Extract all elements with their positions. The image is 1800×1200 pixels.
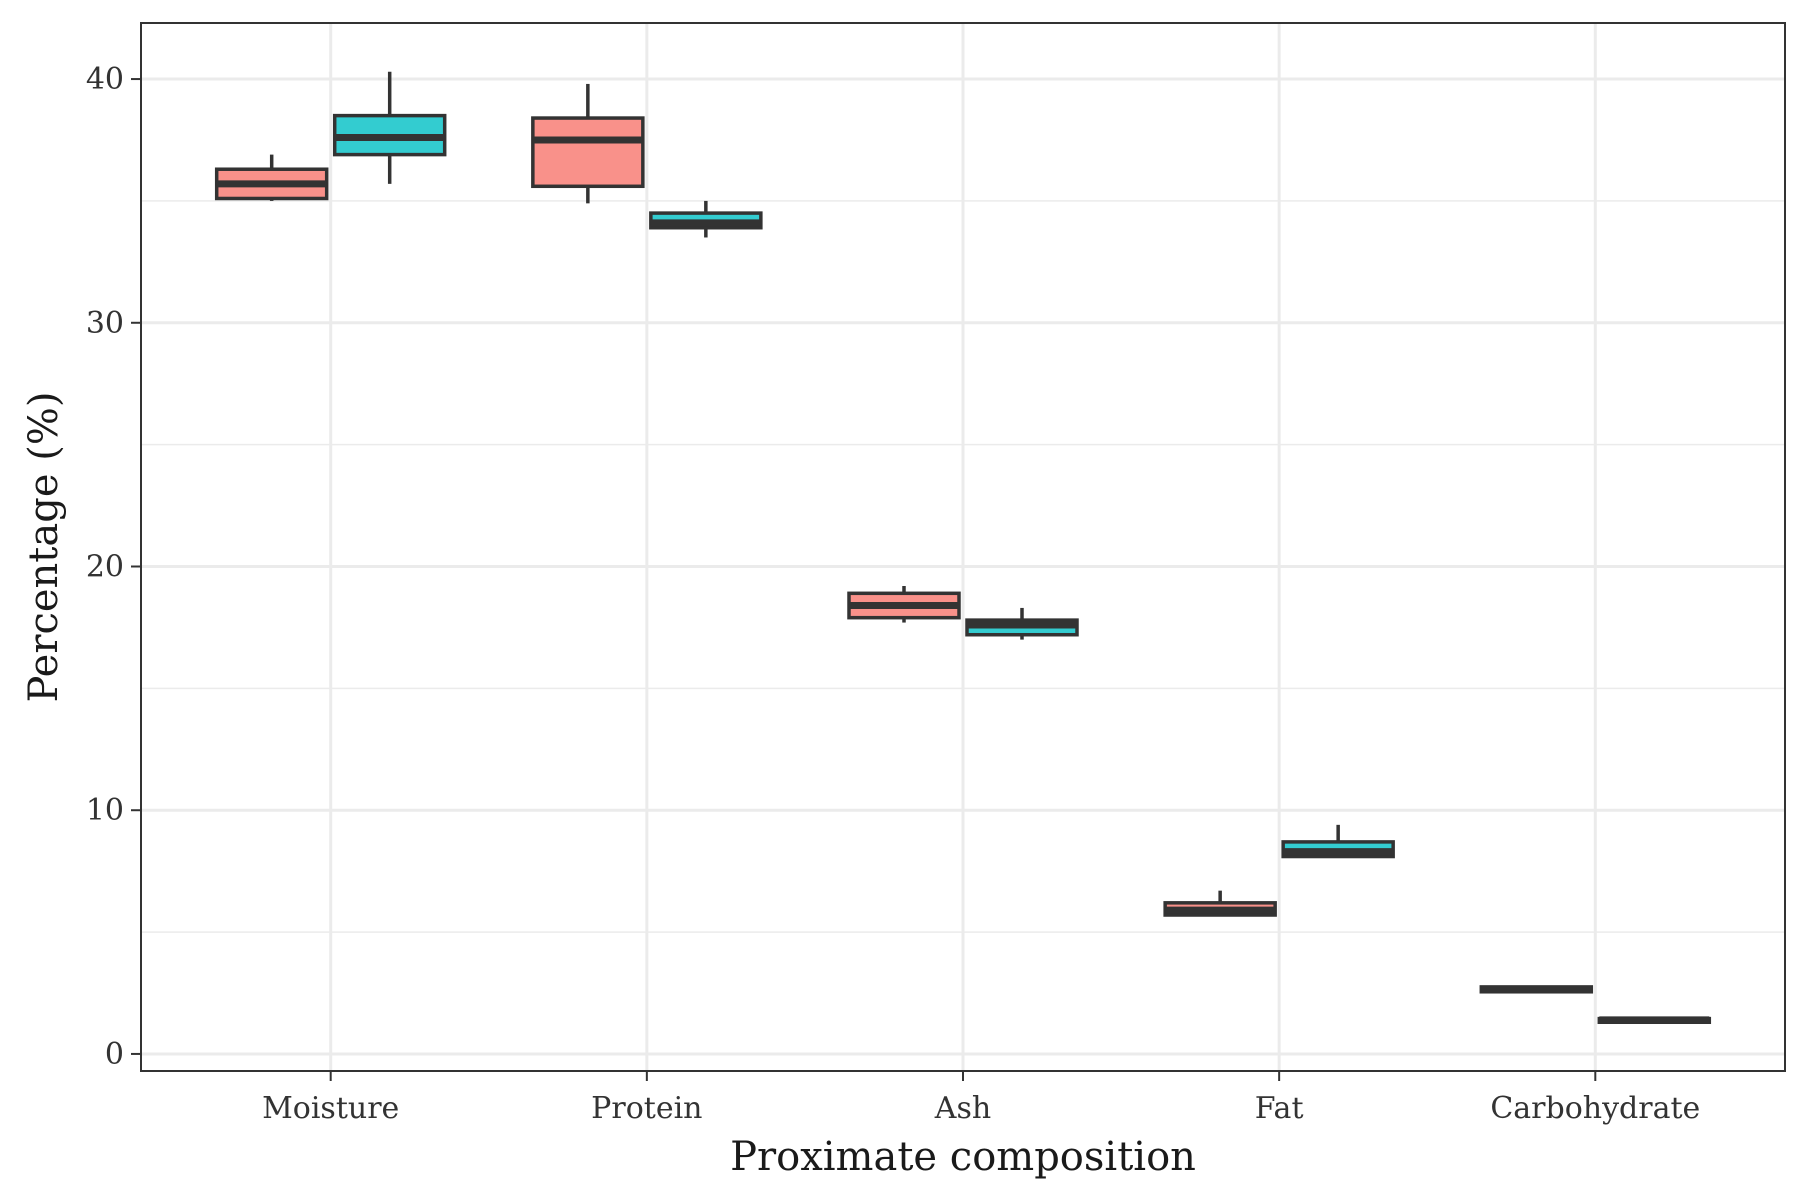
box-carbohydrate-1: [1479, 985, 1594, 994]
box-moisture-1: [214, 154, 329, 201]
box-protein-2: [649, 200, 763, 238]
box-body: [531, 116, 645, 189]
x-axis-title: Proximate composition: [730, 1134, 1196, 1180]
x-tick-label: Carbohydrate: [1490, 1091, 1700, 1126]
y-tick-label: 40: [86, 62, 124, 97]
box-moisture-2: [332, 71, 447, 184]
x-tick-label: Moisture: [262, 1091, 399, 1126]
x-tick-label: Protein: [591, 1091, 702, 1126]
y-axis-title: Percentage (%): [21, 392, 67, 703]
box-carbohydrate-2: [1597, 1016, 1712, 1025]
box-protein-1: [531, 83, 645, 204]
box-ash-2: [965, 607, 1079, 640]
grid-lines: [141, 23, 1785, 1071]
axis-layer: 0 10 20 30 40 Moisture Protein Ash Fat Carbohydra…: [86, 62, 1700, 1126]
y-tick-label: 0: [105, 1037, 124, 1072]
x-tick-label: Ash: [934, 1091, 991, 1126]
box-fat-2: [1281, 824, 1395, 859]
y-tick-label: 10: [86, 793, 124, 828]
y-tick-label: 30: [86, 306, 124, 341]
box-ash-1: [847, 585, 961, 623]
y-tick-label: 20: [86, 549, 124, 584]
x-tick-label: Fat: [1255, 1091, 1304, 1126]
box-fat-1: [1163, 890, 1277, 917]
box-layer: [214, 71, 1712, 1025]
